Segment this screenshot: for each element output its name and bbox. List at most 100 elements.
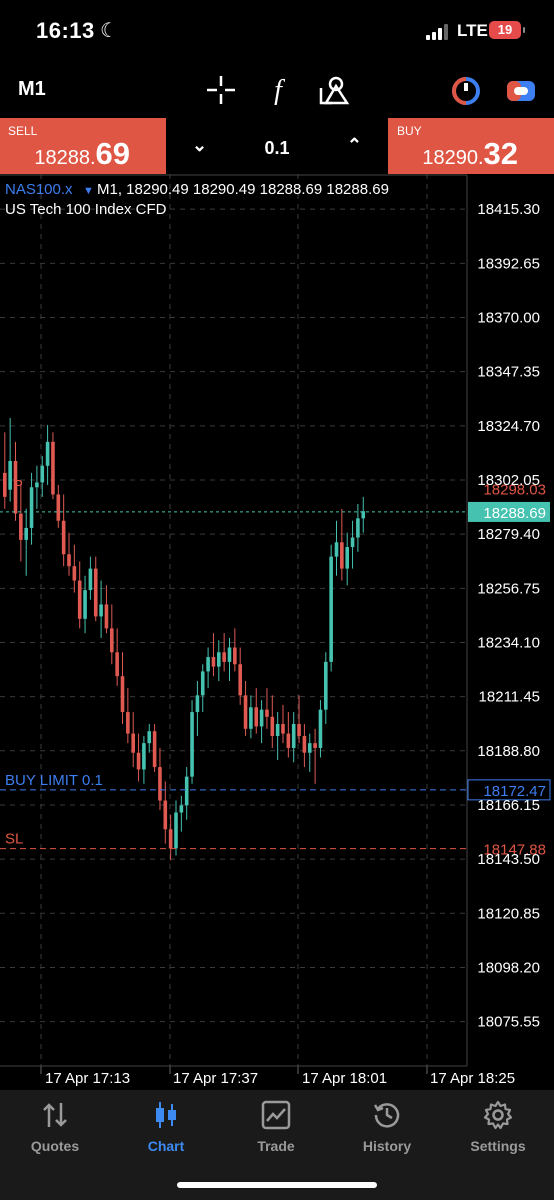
candle-body: [158, 767, 162, 801]
candle-body: [147, 731, 152, 744]
sell-price: 18288.69: [34, 136, 130, 172]
one-click-trading-icon[interactable]: [450, 75, 482, 107]
candle-body: [302, 735, 307, 753]
candle-body: [249, 707, 253, 729]
quotes-icon: [43, 1103, 67, 1127]
price-tick-label: 18324.70: [477, 418, 540, 435]
price-tick-label: 18075.55: [477, 1014, 540, 1031]
sell-label: SELL: [8, 124, 38, 138]
candle-body: [51, 441, 55, 495]
candle-body: [195, 695, 200, 713]
candle-body: [206, 657, 210, 672]
nav-history-label: History: [362, 1138, 412, 1154]
moon-icon: ☾: [100, 20, 118, 42]
candle-body: [13, 460, 18, 514]
price-tick-label: 18211.45: [479, 689, 540, 706]
candle-body: [8, 460, 12, 490]
trade-icon: [261, 1100, 291, 1130]
volume-decrease-button[interactable]: ⌄: [192, 135, 208, 155]
stop-loss-label: SL: [5, 831, 23, 848]
candle-body: [297, 724, 301, 736]
candle-body: [3, 472, 7, 497]
timeframe-button[interactable]: M1: [18, 78, 46, 100]
history-icon: [373, 1103, 400, 1128]
buy-price-pips: 32: [483, 136, 518, 171]
candle-body: [99, 604, 103, 617]
candle-body: [56, 494, 61, 521]
candle-body: [152, 731, 157, 768]
nav-trade-label: Trade: [257, 1138, 295, 1154]
buy-label: BUY: [397, 124, 422, 138]
time-tick-label: 17 Apr 18:01: [302, 1070, 387, 1087]
nav-chart-label: Chart: [147, 1138, 185, 1154]
price-axis: 18415.30 18392.65 18370.00 18347.35 18324.70…: [477, 201, 540, 1030]
candle-body: [190, 712, 194, 777]
nav-quotes[interactable]: Quotes: [0, 1100, 110, 1166]
candle-body: [77, 580, 82, 619]
candle-body: [29, 487, 34, 528]
candle-body: [35, 482, 39, 488]
nav-trade[interactable]: Trade: [221, 1100, 331, 1166]
candle-body: [356, 518, 360, 538]
candle-body: [120, 676, 125, 713]
candle-body: [110, 628, 114, 653]
volume-increase-button[interactable]: ⌃: [346, 135, 362, 155]
status-bar: 16:13 ☾ LTE 19: [0, 0, 554, 62]
objects-icon[interactable]: [318, 74, 350, 106]
candle-body: [40, 465, 45, 483]
candle-body: [136, 752, 141, 770]
candle-body: [72, 566, 77, 581]
candle-body: [200, 671, 205, 696]
symbol-name[interactable]: NAS100.x: [5, 181, 73, 198]
candle-body: [126, 712, 130, 734]
indicators-icon[interactable]: f: [262, 74, 294, 106]
price-chart[interactable]: 18298.03 18288.69 P BUY LIMIT 0.1 18172.47 SL…: [0, 174, 554, 1090]
price-tick-label: 18370.00: [477, 309, 540, 326]
buy-limit-label: BUY LIMIT 0.1: [5, 772, 103, 789]
candle-body: [88, 568, 93, 591]
candlestick-series: [3, 417, 366, 861]
price-tick-label: 18256.75: [477, 580, 540, 597]
symbol-dropdown-icon[interactable]: ▼: [83, 185, 94, 197]
sell-button[interactable]: SELL 18288.69: [0, 118, 166, 174]
stop-loss-price-box: [468, 838, 550, 859]
candle-body: [291, 724, 296, 748]
candle-body: [350, 537, 355, 548]
candle-body: [19, 513, 23, 540]
candle-body: [334, 542, 339, 557]
time-axis: 17 Apr 17:13 17 Apr 17:37 17 Apr 18:01 17 A…: [40, 1066, 515, 1087]
volume-value[interactable]: 0.1: [264, 138, 290, 158]
candle-body: [281, 724, 285, 734]
candle-body: [142, 743, 146, 770]
buy-price-main: 18290.: [422, 147, 484, 169]
candle-body: [115, 652, 119, 677]
price-tick-label: 18188.80: [477, 743, 540, 760]
trade-toggle-icon[interactable]: [505, 75, 537, 107]
nav-settings[interactable]: Settings: [443, 1100, 553, 1166]
buy-button[interactable]: BUY 18290.32: [388, 118, 554, 174]
ohlc-readout: M1, 18290.49 18290.49 18288.69 18288.69: [97, 181, 389, 198]
candle-body: [67, 554, 71, 567]
price-tick-label: 18098.20: [477, 959, 540, 976]
symbol-description: US Tech 100 Index CFD: [5, 201, 167, 218]
candle-body: [168, 829, 173, 849]
candle-body: [93, 568, 98, 617]
crosshair-icon[interactable]: [205, 74, 237, 106]
candle-body: [131, 733, 135, 753]
ask-price-label: 18298.03: [483, 482, 546, 499]
price-tick-label: 18120.85: [477, 905, 540, 922]
chart-icon: [156, 1102, 176, 1128]
candle-body: [184, 776, 189, 806]
candle-body: [286, 733, 291, 748]
candle-body: [61, 520, 66, 555]
stop-loss-price: 18147.88: [483, 842, 546, 859]
candle-body: [361, 511, 366, 519]
battery-indicator: 19: [489, 21, 525, 39]
candle-body: [270, 716, 275, 736]
sell-price-pips: 69: [95, 136, 130, 171]
price-tick-label: 18143.50: [477, 851, 540, 868]
nav-history[interactable]: History: [332, 1100, 442, 1166]
candle-body: [329, 556, 333, 662]
nav-chart[interactable]: Chart: [111, 1100, 221, 1166]
price-tick-label: 18234.10: [477, 634, 540, 651]
